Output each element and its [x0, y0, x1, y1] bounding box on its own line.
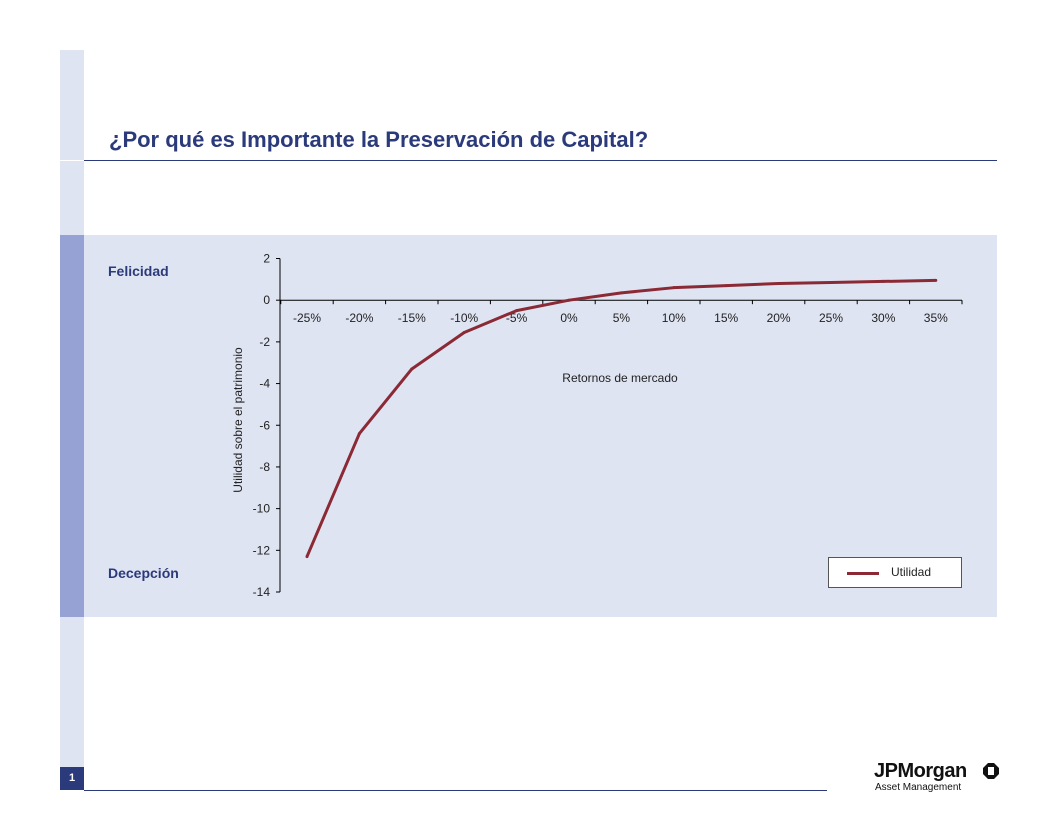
brand-name: JPMorgan [874, 760, 967, 782]
x-tick-label: 20% [767, 311, 791, 325]
legend-label: Utilidad [891, 565, 932, 579]
y-tick-label: -4 [259, 377, 270, 391]
x-tick-label: -25% [293, 311, 321, 325]
x-tick-label: -15% [398, 311, 426, 325]
label-felicidad: Felicidad [108, 263, 169, 279]
sidebar-accent [60, 235, 84, 617]
data-point [934, 278, 938, 282]
data-point [305, 555, 309, 559]
legend-swatch [847, 572, 879, 575]
y-tick-label: -14 [253, 585, 271, 599]
y-tick-label: -12 [253, 543, 271, 557]
x-tick-label: 25% [819, 311, 843, 325]
data-point [724, 284, 728, 288]
y-tick-label: 2 [263, 252, 270, 266]
y-tick-label: -8 [259, 460, 270, 474]
x-tick-label: 30% [871, 311, 895, 325]
data-point [672, 286, 676, 290]
x-tick-label: 5% [613, 311, 631, 325]
y-tick-label: -6 [259, 418, 270, 432]
page-number: 1 [60, 767, 84, 790]
x-tick-label: -10% [450, 311, 478, 325]
page-title: ¿Por qué es Importante la Preservación d… [109, 127, 649, 152]
brand-subtitle: Asset Management [875, 782, 962, 793]
x-tick-label: 0% [560, 311, 578, 325]
data-point [410, 367, 414, 371]
jpmorgan-octagon-icon [983, 763, 999, 779]
y-tick-label: 0 [263, 293, 270, 307]
data-point [777, 282, 781, 286]
chart-legend: Utilidad [828, 557, 962, 588]
sidebar-divider [60, 160, 84, 161]
data-point [619, 291, 623, 295]
y-tick-label: -10 [253, 502, 271, 516]
x-tick-label: 15% [714, 311, 738, 325]
data-point [829, 280, 833, 284]
y-axis-title: Utilidad sobre el patrimonio [231, 347, 245, 493]
footer-rule [84, 790, 827, 791]
x-tick-label: -5% [506, 311, 528, 325]
data-point [462, 330, 466, 334]
data-point [881, 279, 885, 283]
title-rule [84, 160, 997, 161]
label-decepcion: Decepción [108, 565, 179, 581]
x-tick-label: -20% [345, 311, 373, 325]
y-tick-label: -2 [259, 335, 270, 349]
x-tick-label: 35% [924, 311, 948, 325]
chart-panel [84, 235, 997, 617]
data-point [567, 298, 571, 302]
x-tick-label: 10% [662, 311, 686, 325]
data-point [357, 432, 361, 436]
data-point [515, 309, 519, 313]
x-axis-title: Retornos de mercado [562, 371, 678, 385]
